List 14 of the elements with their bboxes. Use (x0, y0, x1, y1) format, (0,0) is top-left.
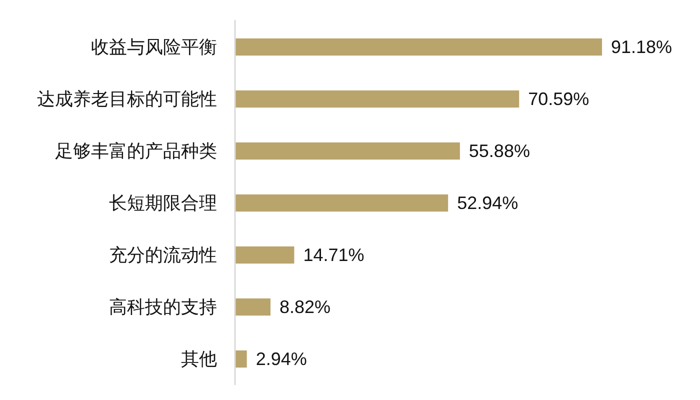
data-label: 2.94% (256, 349, 307, 369)
y-tick-label: 长短期限合理 (109, 193, 217, 213)
data-label: 91.18% (611, 37, 672, 57)
data-label: 52.94% (457, 193, 518, 213)
data-label: 70.59% (528, 89, 590, 109)
y-tick-label: 充分的流动性 (109, 245, 217, 265)
y-tick-label: 高科技的支持 (109, 297, 217, 317)
y-tick-label: 达成养老目标的可能性 (37, 89, 217, 109)
y-tick-label: 足够丰富的产品种类 (55, 141, 217, 161)
y-tick-label: 其他 (181, 349, 217, 369)
y-tick-label: 收益与风险平衡 (91, 37, 217, 57)
data-label: 14.71% (303, 245, 364, 265)
data-label: 55.88% (468, 141, 530, 161)
data-label: 8.82% (280, 297, 331, 317)
